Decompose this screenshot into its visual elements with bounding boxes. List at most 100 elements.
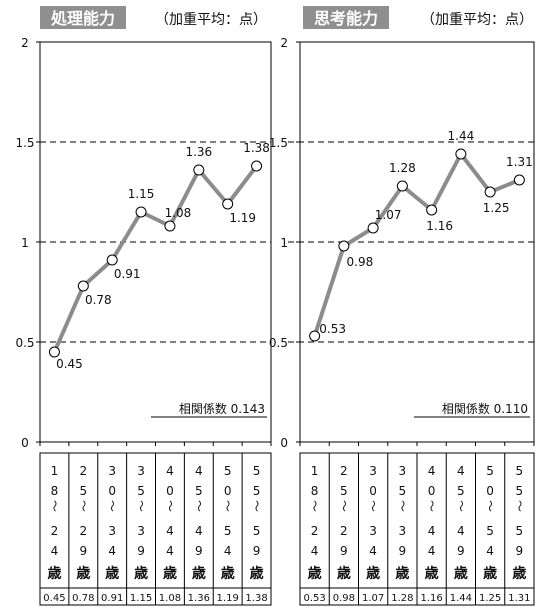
y-tick-label: 1.5 bbox=[269, 136, 288, 150]
table-value: 0.98 bbox=[333, 593, 355, 604]
x-category-label: 4 bbox=[428, 524, 436, 538]
y-tick-label: 0 bbox=[21, 436, 29, 450]
data-point bbox=[338, 240, 350, 252]
table-value: 1.28 bbox=[391, 593, 413, 604]
table-value: 0.78 bbox=[72, 593, 94, 604]
x-category-label: 4 bbox=[311, 544, 319, 558]
table-value: 1.07 bbox=[362, 593, 384, 604]
x-category-label: 歳 bbox=[366, 565, 380, 582]
x-category-label: 0 bbox=[486, 484, 494, 498]
data-point bbox=[164, 220, 176, 232]
x-category-label: 歳 bbox=[337, 565, 351, 582]
data-label: 0.53 bbox=[319, 322, 346, 336]
x-category-label: 3 bbox=[108, 464, 116, 478]
x-category-label: 歳 bbox=[134, 565, 148, 582]
chart-subtitle: （加重平均：点） bbox=[155, 12, 267, 28]
x-category-label: 2 bbox=[340, 524, 348, 538]
data-point bbox=[135, 206, 147, 218]
x-category-label: 2 bbox=[51, 524, 59, 538]
data-point bbox=[396, 180, 408, 192]
x-category-label: 2 bbox=[311, 524, 319, 538]
x-category-label: 歳 bbox=[105, 565, 119, 582]
x-category-label: 4 bbox=[457, 464, 465, 478]
table-value: 0.53 bbox=[303, 593, 325, 604]
x-category-label: 0 bbox=[428, 484, 436, 498]
x-category-label: 〜 bbox=[512, 500, 526, 512]
chart-title-badge bbox=[303, 6, 389, 29]
table-value: 1.31 bbox=[508, 593, 530, 604]
x-category-label: 歳 bbox=[47, 565, 61, 582]
x-category-label: 0 bbox=[224, 484, 232, 498]
x-category-label: 2 bbox=[79, 524, 87, 538]
x-category-label: 〜 bbox=[366, 500, 380, 512]
table-value: 0.91 bbox=[101, 593, 123, 604]
x-category-label: 5 bbox=[253, 484, 261, 498]
x-category-label: 〜 bbox=[163, 500, 177, 512]
data-point bbox=[513, 174, 525, 186]
x-category-label: 4 bbox=[166, 464, 174, 478]
chart-subtitle: （加重平均：点） bbox=[421, 12, 533, 28]
data-label: 1.07 bbox=[375, 208, 402, 222]
data-label: 1.25 bbox=[483, 201, 510, 215]
data-label: 1.38 bbox=[243, 141, 270, 155]
table-value: 1.36 bbox=[188, 593, 210, 604]
x-category-label: 歳 bbox=[395, 565, 409, 582]
data-point bbox=[222, 198, 234, 210]
x-category-label: 〜 bbox=[250, 500, 264, 512]
data-label: 1.31 bbox=[506, 155, 533, 169]
x-category-label: 3 bbox=[108, 524, 116, 538]
x-category-label: 5 bbox=[195, 484, 203, 498]
correlation-annotation: 相関係数 0.110 bbox=[442, 401, 528, 416]
x-category-label: 0 bbox=[369, 484, 377, 498]
x-category-label: 3 bbox=[369, 464, 377, 478]
x-category-label: 〜 bbox=[337, 500, 351, 512]
series-line bbox=[52, 164, 259, 353]
x-category-label: 〜 bbox=[425, 500, 439, 512]
x-category-label: 2 bbox=[79, 464, 87, 478]
x-category-label: 3 bbox=[399, 464, 407, 478]
y-tick-label: 2 bbox=[21, 36, 29, 50]
x-category-label: 9 bbox=[457, 544, 465, 558]
x-category-label: 4 bbox=[166, 524, 174, 538]
x-category-label: 3 bbox=[399, 524, 407, 538]
x-category-label: 5 bbox=[486, 464, 494, 478]
x-category-label: 4 bbox=[369, 544, 377, 558]
y-tick-label: 0 bbox=[280, 436, 288, 450]
data-label: 1.36 bbox=[185, 145, 212, 159]
x-category-label: 〜 bbox=[221, 500, 235, 512]
x-category-label: 歳 bbox=[163, 565, 177, 582]
x-category-label: 4 bbox=[428, 544, 436, 558]
y-tick-label: 0.5 bbox=[15, 336, 34, 350]
data-point bbox=[48, 346, 60, 358]
data-point bbox=[367, 222, 379, 234]
x-category-label: 歳 bbox=[483, 565, 497, 582]
x-category-label: 8 bbox=[51, 484, 59, 498]
y-tick-label: 1 bbox=[21, 236, 29, 250]
x-category-label: 9 bbox=[516, 544, 524, 558]
x-category-label: 歳 bbox=[221, 565, 235, 582]
y-tick-label: 2 bbox=[280, 36, 288, 50]
x-category-label: 〜 bbox=[454, 500, 468, 512]
x-category-label: 〜 bbox=[395, 500, 409, 512]
x-category-label: 歳 bbox=[250, 565, 264, 582]
data-point bbox=[193, 164, 205, 176]
x-category-label: 0 bbox=[166, 484, 174, 498]
table-value: 1.38 bbox=[245, 593, 267, 604]
series-line bbox=[312, 152, 521, 337]
table-value: 1.16 bbox=[420, 593, 442, 604]
data-label: 1.19 bbox=[229, 211, 256, 225]
data-label: 1.16 bbox=[426, 219, 453, 233]
x-category-label: 5 bbox=[516, 484, 524, 498]
x-category-label: 9 bbox=[399, 544, 407, 558]
x-category-label: 4 bbox=[428, 464, 436, 478]
x-category-label: 8 bbox=[311, 484, 319, 498]
x-category-label: 5 bbox=[457, 484, 465, 498]
x-category-label: 3 bbox=[369, 524, 377, 538]
x-category-label: 1 bbox=[51, 464, 59, 478]
x-category-label: 5 bbox=[224, 464, 232, 478]
data-point bbox=[251, 160, 263, 172]
x-category-label: 9 bbox=[340, 544, 348, 558]
data-label: 1.28 bbox=[389, 161, 416, 175]
